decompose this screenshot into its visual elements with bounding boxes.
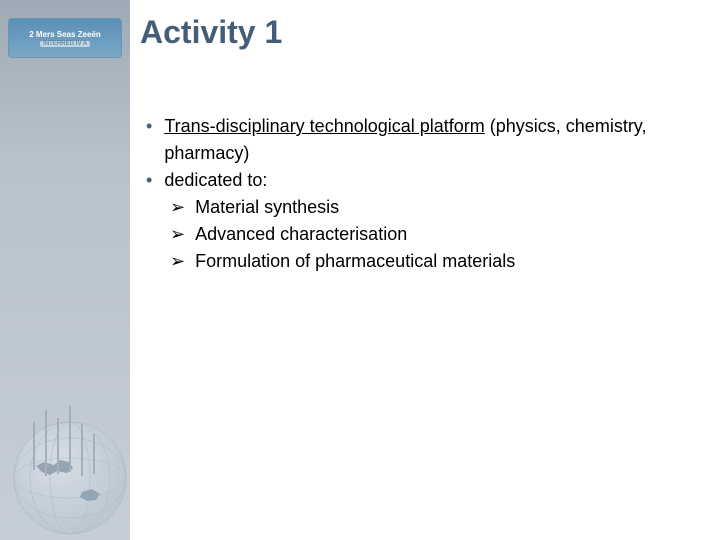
logo-line1: 2 Mers Seas Zeeën <box>29 30 101 39</box>
bullet-item: • Trans-disciplinary technological platfo… <box>140 113 704 167</box>
bullet-marker: • <box>146 167 152 194</box>
logo-line2: INTERREG IV A <box>40 41 90 47</box>
bullet-text: Trans-disciplinary technological platfor… <box>164 113 704 167</box>
arrow-marker: ➢ <box>170 248 185 275</box>
sub-bullet-text: Formulation of pharmaceutical materials <box>195 248 515 275</box>
sub-bullet-item: ➢ Advanced characterisation <box>140 221 704 248</box>
slide-title: Activity 1 <box>140 14 704 51</box>
globe-icon <box>4 404 136 536</box>
bullet-text: dedicated to: <box>164 167 704 194</box>
sub-bullet-item: ➢ Formulation of pharmaceutical materials <box>140 248 704 275</box>
sidebar: 2 Mers Seas Zeeën INTERREG IV A <box>0 0 130 540</box>
arrow-marker: ➢ <box>170 194 185 221</box>
content: Activity 1 • Trans-disciplinary technolog… <box>140 14 704 275</box>
logo-badge: 2 Mers Seas Zeeën INTERREG IV A <box>8 18 122 58</box>
sub-bullet-text: Advanced characterisation <box>195 221 407 248</box>
bullet-item: • dedicated to: <box>140 167 704 194</box>
sub-bullet-text: Material synthesis <box>195 194 339 221</box>
bullet-list: • Trans-disciplinary technological platfo… <box>140 113 704 275</box>
sub-bullet-item: ➢ Material synthesis <box>140 194 704 221</box>
bullet-marker: • <box>146 113 152 140</box>
arrow-marker: ➢ <box>170 221 185 248</box>
